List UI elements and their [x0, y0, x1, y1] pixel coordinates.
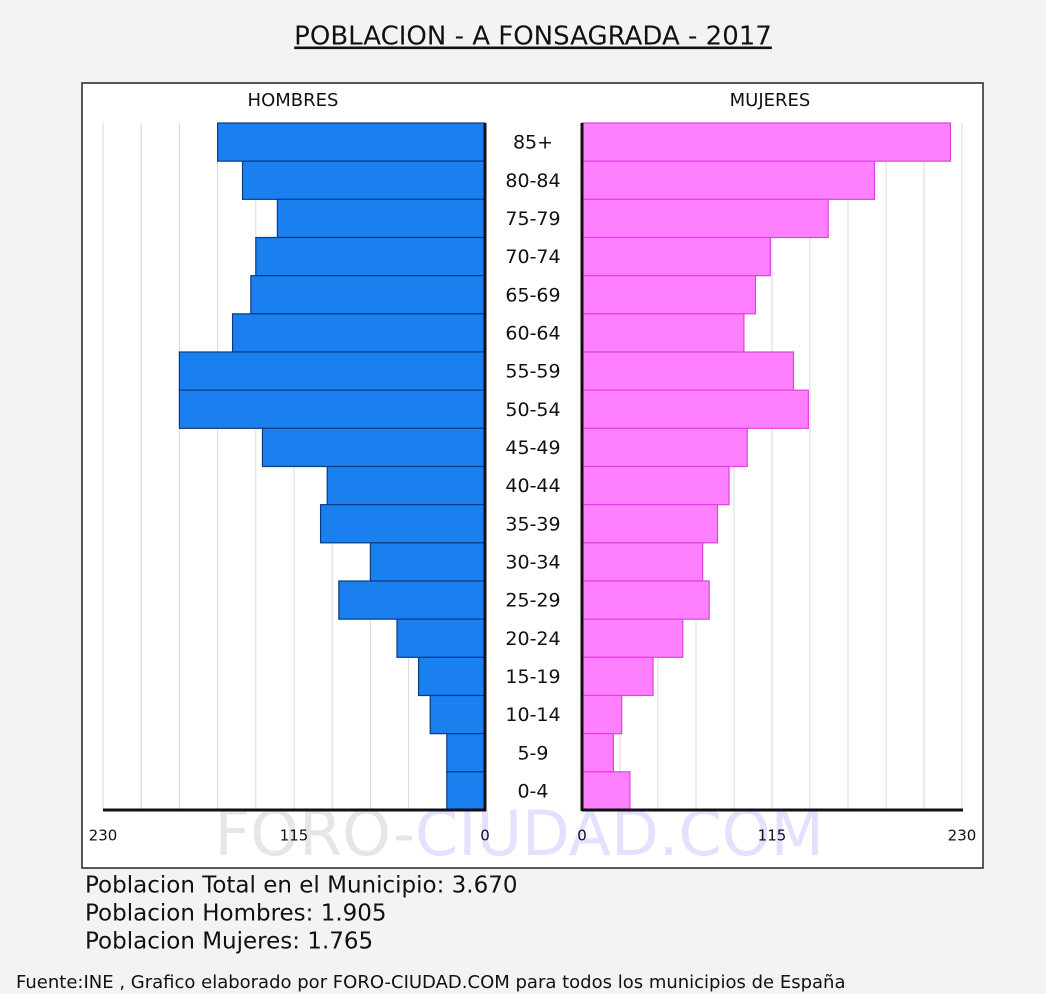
- bar: [581, 733, 614, 773]
- bar: [241, 160, 486, 200]
- bar: [581, 160, 876, 200]
- bar: [369, 542, 486, 582]
- bar: [231, 313, 486, 353]
- bar: [581, 771, 631, 811]
- bar: [396, 618, 486, 658]
- bar: [581, 313, 745, 353]
- summary-line: Poblacion Mujeres: 1.765: [85, 929, 373, 955]
- x-tick-label: 115: [758, 827, 787, 845]
- category-label: 5-9: [517, 742, 548, 764]
- bar: [217, 122, 486, 162]
- bar: [178, 351, 486, 391]
- chart-title: POBLACION - A FONSAGRADA - 2017: [294, 22, 772, 52]
- bar: [581, 236, 771, 277]
- bar: [581, 694, 623, 735]
- legend-left: HOMBRES: [248, 90, 339, 111]
- bar: [446, 733, 486, 773]
- bar: [581, 351, 795, 391]
- bar: [429, 694, 486, 735]
- category-label: 30-34: [505, 551, 560, 573]
- bar: [581, 122, 952, 162]
- x-tick-label: 115: [280, 827, 309, 845]
- category-label: 75-79: [505, 208, 560, 230]
- bar: [581, 656, 654, 697]
- category-label: 45-49: [505, 437, 560, 459]
- bar: [581, 618, 684, 658]
- category-label: 40-44: [505, 475, 560, 497]
- bar: [581, 389, 809, 429]
- legend-right: MUJERES: [730, 90, 811, 111]
- x-tick-label: 230: [948, 827, 977, 845]
- category-label: 55-59: [505, 361, 560, 383]
- bar: [446, 771, 486, 811]
- x-tick-label: 0: [577, 827, 587, 845]
- bar: [581, 465, 730, 506]
- category-label: 65-69: [505, 284, 560, 306]
- bar: [417, 656, 486, 697]
- bar: [261, 427, 486, 468]
- bar: [581, 504, 719, 544]
- summary-line: Poblacion Total en el Municipio: 3.670: [85, 873, 518, 899]
- category-label: 0-4: [517, 780, 548, 802]
- category-label: 20-24: [505, 628, 560, 650]
- bar: [581, 198, 829, 239]
- bar: [326, 465, 486, 506]
- bar: [581, 427, 748, 468]
- category-label: 50-54: [505, 399, 560, 421]
- category-label: 15-19: [505, 666, 560, 688]
- bar: [178, 389, 486, 429]
- bar: [581, 542, 704, 582]
- category-label: 35-39: [505, 513, 560, 535]
- bar: [250, 275, 486, 315]
- category-label: 70-74: [505, 246, 560, 268]
- bar: [581, 580, 710, 620]
- x-tick-label: 230: [89, 827, 118, 845]
- bar: [255, 236, 486, 277]
- bar: [276, 198, 486, 239]
- bar: [338, 580, 486, 620]
- source: Fuente:INE , Grafico elaborado por FORO-…: [16, 972, 845, 993]
- summary-line: Poblacion Hombres: 1.905: [85, 901, 387, 927]
- category-label: 60-64: [505, 322, 560, 344]
- category-label: 25-29: [505, 590, 560, 612]
- category-label: 80-84: [505, 170, 560, 192]
- category-label: 10-14: [505, 704, 560, 726]
- bar: [319, 504, 486, 544]
- plot-frame: [81, 82, 984, 869]
- x-tick-label: 0: [480, 827, 490, 845]
- watermark: FORO-: [215, 797, 415, 870]
- bar: [581, 275, 757, 315]
- category-label: 85+: [513, 132, 553, 154]
